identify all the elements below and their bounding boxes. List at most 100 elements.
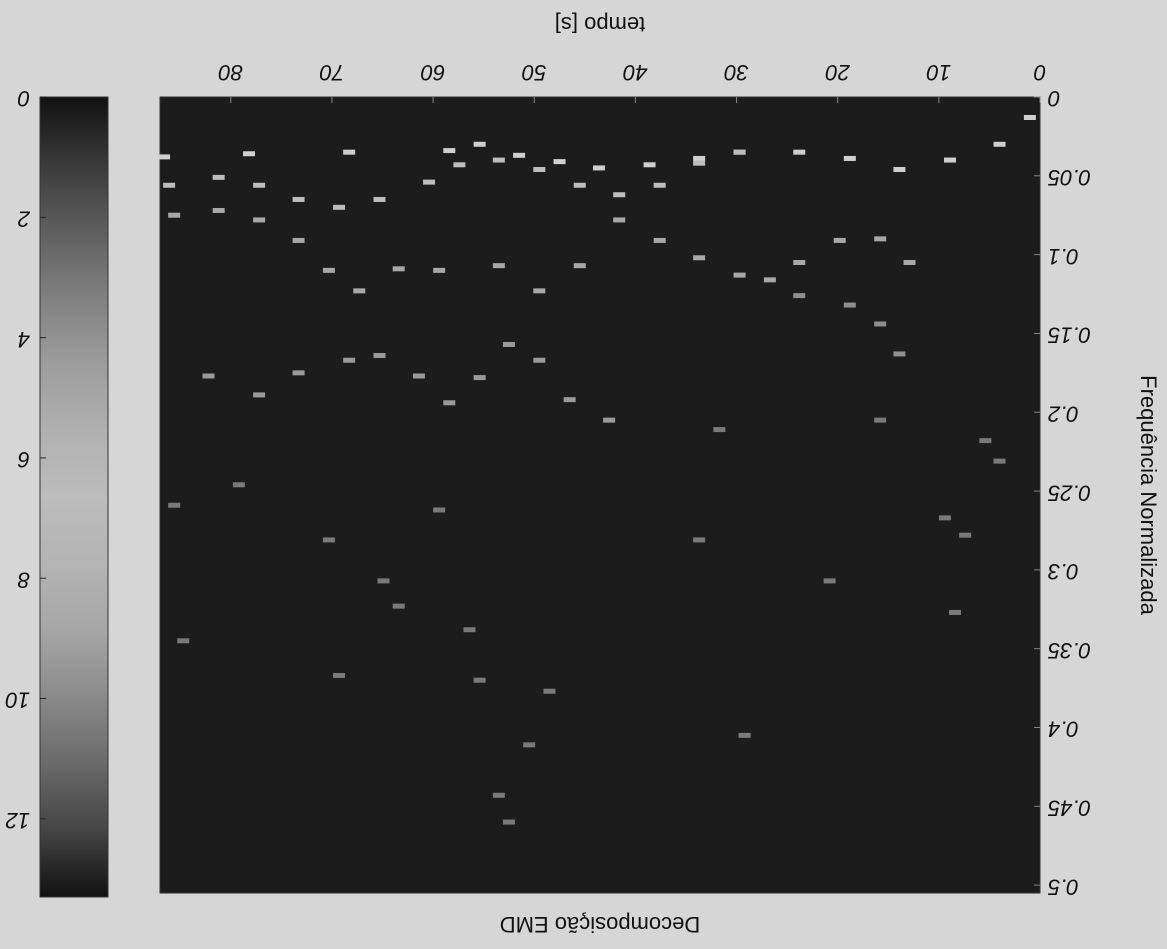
y-tick-label: 0.4 xyxy=(1048,717,1079,742)
cell xyxy=(322,537,335,543)
plot-background xyxy=(159,96,1041,894)
cell xyxy=(993,458,1006,464)
cell xyxy=(603,417,616,423)
cell xyxy=(893,351,906,357)
x-tick-label: 10 xyxy=(926,60,951,85)
cell xyxy=(943,157,956,163)
cell xyxy=(392,266,405,272)
y-tick-label: 0.2 xyxy=(1048,401,1079,426)
cell xyxy=(823,578,836,584)
y-tick-label: 0.25 xyxy=(1047,480,1091,505)
cell xyxy=(158,154,171,160)
cell xyxy=(433,507,446,513)
cell xyxy=(168,502,181,508)
cell xyxy=(292,196,305,202)
x-tick-label: 70 xyxy=(319,60,344,85)
cell xyxy=(1023,114,1036,120)
cell xyxy=(343,357,356,363)
cell xyxy=(373,353,386,359)
cell xyxy=(202,373,215,379)
cell xyxy=(333,204,346,210)
cell xyxy=(592,165,605,171)
cell xyxy=(713,427,726,433)
cell xyxy=(613,192,626,198)
cell xyxy=(793,260,806,266)
colorbar-tick-label: 12 xyxy=(6,808,30,833)
cell xyxy=(533,357,546,363)
y-tick-label: 0 xyxy=(1047,86,1060,111)
cell xyxy=(253,217,266,223)
cell xyxy=(573,263,586,269)
cell xyxy=(513,152,526,158)
cell xyxy=(949,609,962,615)
cell xyxy=(843,302,856,308)
cell xyxy=(893,167,906,173)
colorbar xyxy=(39,96,109,898)
y-tick-label: 0.1 xyxy=(1048,244,1079,269)
cell xyxy=(473,677,486,683)
cell xyxy=(492,792,505,798)
cell xyxy=(693,155,706,161)
colorbar-tick-label: 0 xyxy=(17,86,30,111)
cell xyxy=(938,515,951,521)
cell xyxy=(874,417,887,423)
cell xyxy=(443,148,456,154)
cell xyxy=(874,236,887,242)
y-tick-label: 0.15 xyxy=(1047,323,1091,348)
cell xyxy=(993,141,1006,147)
y-tick-label: 0.5 xyxy=(1047,874,1078,899)
cell xyxy=(473,141,486,147)
cell xyxy=(693,255,706,261)
y-tick-label: 0.45 xyxy=(1047,795,1091,820)
cell xyxy=(243,151,256,157)
cell xyxy=(979,438,992,444)
cell xyxy=(733,272,746,278)
cell xyxy=(292,237,305,243)
cell xyxy=(573,182,586,188)
cell xyxy=(412,373,425,379)
cell xyxy=(253,392,266,398)
cell xyxy=(377,578,390,584)
cell xyxy=(553,159,566,165)
cell xyxy=(738,732,751,738)
cell xyxy=(533,167,546,173)
cell xyxy=(333,672,346,678)
cell xyxy=(833,237,846,243)
cell xyxy=(533,288,546,294)
cell xyxy=(733,149,746,155)
x-tick-label: 30 xyxy=(724,60,749,85)
cell xyxy=(843,155,856,161)
y-tick-label: 0.35 xyxy=(1047,638,1091,663)
cell xyxy=(232,482,245,488)
cell xyxy=(163,182,176,188)
cell xyxy=(443,400,456,406)
cell xyxy=(463,627,476,633)
cell xyxy=(212,207,225,213)
cell xyxy=(903,260,916,266)
colorbar-tick-label: 2 xyxy=(18,206,31,231)
cell xyxy=(212,174,225,180)
cell xyxy=(874,321,887,327)
x-tick-label: 20 xyxy=(825,60,851,85)
y-tick-label: 0.05 xyxy=(1047,165,1091,190)
cell xyxy=(373,196,386,202)
cell xyxy=(433,267,446,273)
cell xyxy=(322,267,335,273)
cell xyxy=(492,263,505,269)
cell xyxy=(423,179,436,185)
x-tick-label: 0 xyxy=(1033,60,1046,85)
cell xyxy=(693,160,706,166)
cell xyxy=(292,370,305,376)
colorbar-tick-label: 4 xyxy=(18,327,30,352)
cell xyxy=(793,293,806,299)
x-tick-label: 60 xyxy=(420,60,445,85)
cell xyxy=(653,237,666,243)
cell xyxy=(763,277,776,283)
cell xyxy=(693,537,706,543)
cell xyxy=(793,149,806,155)
y-axis-label: Frequência Normalizada xyxy=(1136,375,1161,615)
cell xyxy=(653,182,666,188)
cell xyxy=(473,375,486,381)
cell xyxy=(253,182,266,188)
